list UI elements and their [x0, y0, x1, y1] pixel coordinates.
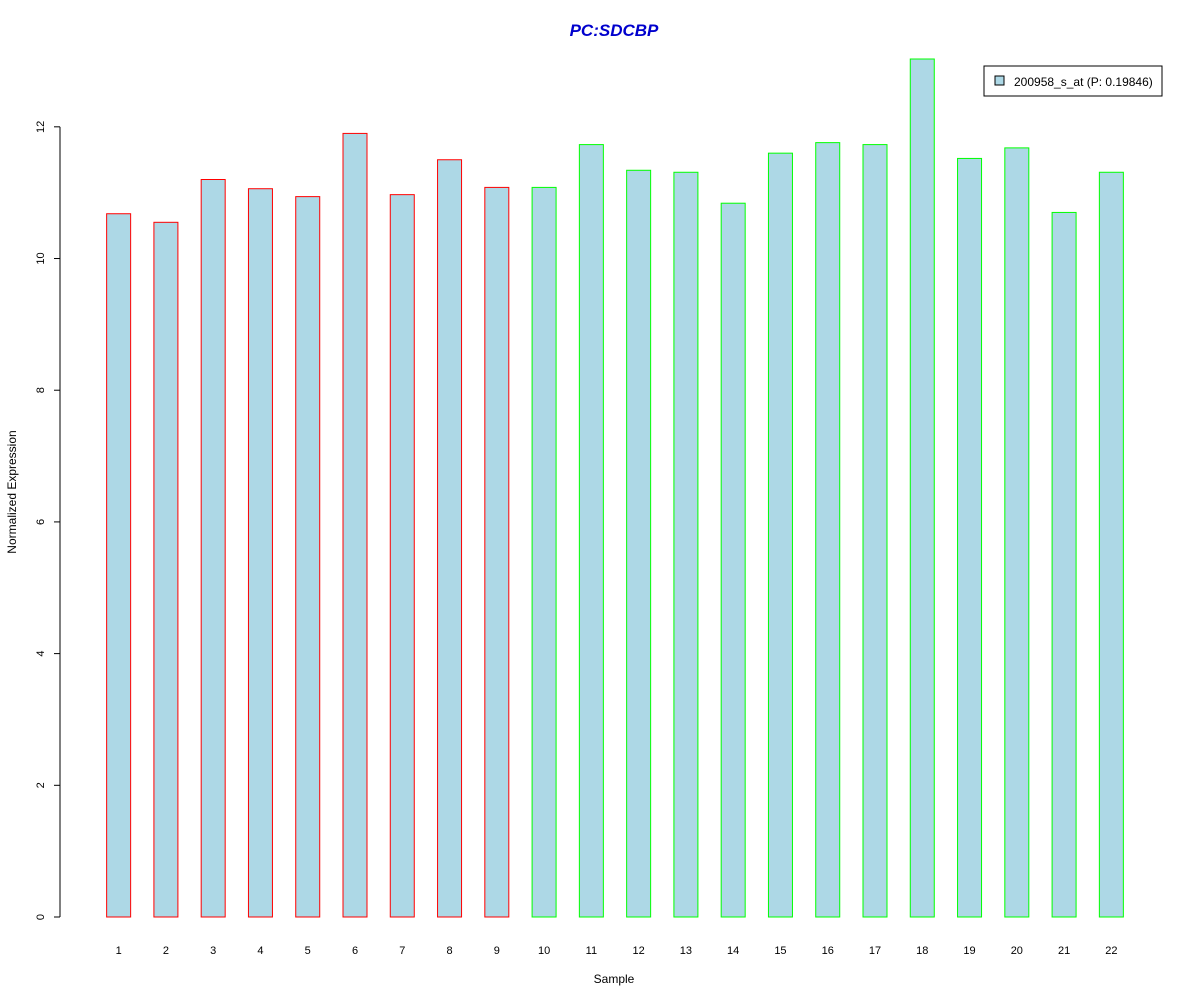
bar-21	[1051, 211, 1077, 918]
bar-22	[1098, 171, 1124, 918]
bar-9	[484, 186, 510, 918]
bar-12	[626, 169, 652, 918]
bar-14	[720, 202, 746, 918]
x-tick-label-7: 7	[399, 945, 405, 957]
bar-4	[247, 188, 273, 918]
x-tick-label-9: 9	[494, 945, 500, 957]
x-tick-labels: 1 2 3 4 5 6 7 8 9 10 11 12 13 14 15 16 17 18 19 20 21 22	[116, 945, 1118, 957]
x-tick-label-6: 6	[352, 945, 358, 957]
x-tick-label-3: 3	[210, 945, 216, 957]
bar-6	[342, 132, 368, 918]
y-tick-label: 6	[35, 519, 47, 525]
chart-title: PC:SDCBP	[570, 21, 659, 40]
x-tick-label-12: 12	[633, 945, 645, 957]
bar-5	[295, 196, 321, 918]
y-tick-label: 8	[35, 387, 47, 393]
bar-17	[862, 144, 888, 918]
bar-20	[1004, 147, 1030, 918]
x-tick-label-17: 17	[869, 945, 881, 957]
y-tick-label: 0	[35, 914, 47, 920]
y-tick-label: 12	[35, 121, 47, 133]
x-tick-label-21: 21	[1058, 945, 1070, 957]
x-tick-label-16: 16	[822, 945, 834, 957]
bars	[106, 58, 1124, 918]
x-tick-label-2: 2	[163, 945, 169, 957]
bar-18	[909, 58, 935, 918]
bar-7	[389, 194, 415, 918]
x-tick-label-15: 15	[774, 945, 786, 957]
y-tick-label: 2	[35, 782, 47, 788]
bar-13	[673, 171, 699, 918]
bar-8	[437, 159, 463, 918]
x-axis-label: Sample	[594, 972, 635, 986]
bar-15	[767, 152, 793, 918]
x-tick-label-4: 4	[257, 945, 263, 957]
y-tick-label: 4	[35, 651, 47, 657]
x-tick-label-10: 10	[538, 945, 550, 957]
x-tick-label-13: 13	[680, 945, 692, 957]
legend-swatch	[994, 75, 1005, 86]
bar-16	[815, 142, 841, 918]
x-tick-label-1: 1	[116, 945, 122, 957]
y-tick-label: 10	[35, 252, 47, 264]
y-axis: 0 2 4 6 8 10 12	[35, 121, 61, 920]
y-axis-label: Normalized Expression	[5, 430, 19, 553]
x-tick-label-5: 5	[305, 945, 311, 957]
bar-3	[200, 179, 226, 918]
x-tick-label-14: 14	[727, 945, 739, 957]
x-tick-label-18: 18	[916, 945, 928, 957]
x-tick-label-8: 8	[446, 945, 452, 957]
x-tick-label-11: 11	[586, 945, 597, 957]
bar-19	[957, 157, 983, 918]
legend-box	[983, 65, 1163, 97]
x-tick-label-20: 20	[1011, 945, 1023, 957]
bar-2	[153, 221, 179, 918]
legend: 200958_s_at (P: 0.19846)	[983, 65, 1163, 97]
x-tick-label-22: 22	[1105, 945, 1117, 957]
bar-10	[531, 186, 557, 918]
legend-label: 200958_s_at (P: 0.19846)	[1014, 75, 1153, 89]
bar-11	[578, 144, 604, 918]
x-tick-label-19: 19	[963, 945, 975, 957]
bar-1	[106, 213, 132, 918]
